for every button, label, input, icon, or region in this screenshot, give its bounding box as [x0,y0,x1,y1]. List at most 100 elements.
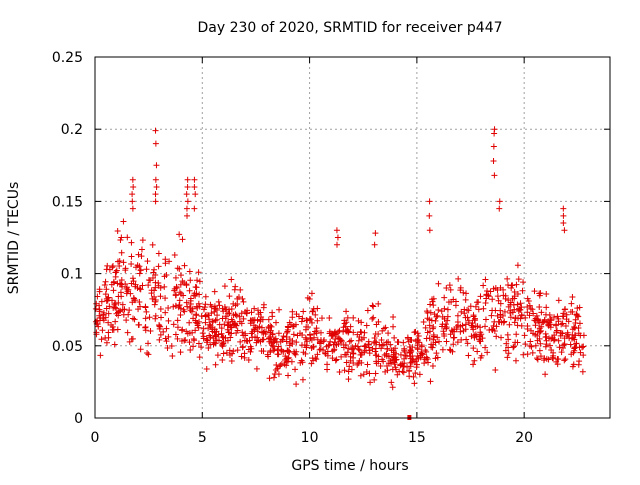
peak-point [496,198,503,205]
peak-point [192,191,199,198]
data-point [564,331,571,338]
data-point [385,353,392,360]
data-point [542,343,549,350]
peak-point [183,205,190,212]
data-point [378,337,385,344]
data-point [348,337,355,344]
data-point [213,316,220,323]
data-point [200,325,207,332]
data-point [314,351,321,358]
data-point [180,292,187,299]
data-point [237,338,244,345]
data-point [95,323,102,330]
data-point [161,273,168,280]
data-point [343,359,350,366]
data-point [465,352,472,359]
data-point [375,358,382,365]
data-point [299,315,306,322]
data-point [222,306,229,313]
data-point [377,362,384,369]
data-point [226,310,233,317]
data-point [550,349,557,356]
data-point [355,337,362,344]
data-point [335,341,342,348]
data-point [546,335,553,342]
data-point [98,336,105,343]
data-point [220,350,227,357]
data-point [176,297,183,304]
data-point [112,273,119,280]
data-point [340,341,347,348]
data-point [343,308,350,315]
data-point [555,318,562,325]
data-point [138,246,145,253]
data-point [274,365,281,372]
peak-point [334,234,341,241]
data-point [450,341,457,348]
data-point [474,299,481,306]
data-point [430,336,437,343]
data-point [414,352,421,359]
data-point [426,322,433,329]
data-point [162,309,169,316]
data-point [115,299,122,306]
data-point [344,314,351,321]
data-point [543,290,550,297]
data-point [541,355,548,362]
data-point [511,319,518,326]
data-point [441,333,448,340]
data-point [475,306,482,313]
data-point [304,294,311,301]
data-point [567,341,574,348]
data-point [155,263,162,270]
data-point [102,291,109,298]
data-point [502,347,509,354]
data-point [194,277,201,284]
data-point [296,330,303,337]
data-point [208,303,215,310]
data-point [292,321,299,328]
data-point [553,358,560,365]
data-point [484,349,491,356]
data-point [219,357,226,364]
data-point [193,284,200,291]
peak-point [152,127,159,134]
data-point [172,331,179,338]
data-point [314,317,321,324]
data-point [462,321,469,328]
data-point [512,314,519,321]
data-point [416,371,423,378]
data-point [182,336,189,343]
data-point [434,334,441,341]
data-point [249,334,256,341]
data-point [259,316,266,323]
data-point [399,368,406,375]
data-point [117,307,124,314]
data-point [219,305,226,312]
data-point [534,332,541,339]
data-point [226,329,233,336]
peak-point [129,191,136,198]
data-point [511,343,518,350]
data-point [109,264,116,271]
data-point [462,314,469,321]
peak-point [153,162,160,169]
data-point [537,327,544,334]
data-point [218,330,225,337]
data-point [120,259,127,266]
data-point [429,344,436,351]
data-point [515,276,522,283]
data-point [132,283,139,290]
data-point [317,346,324,353]
data-point [124,329,131,336]
data-point [269,330,276,337]
data-point [519,287,526,294]
data-point [354,331,361,338]
data-point [474,348,481,355]
data-point [123,284,130,291]
data-point [392,364,399,371]
data-point [375,300,382,307]
data-point [241,350,248,357]
data-point [202,313,209,320]
data-point [146,314,153,321]
